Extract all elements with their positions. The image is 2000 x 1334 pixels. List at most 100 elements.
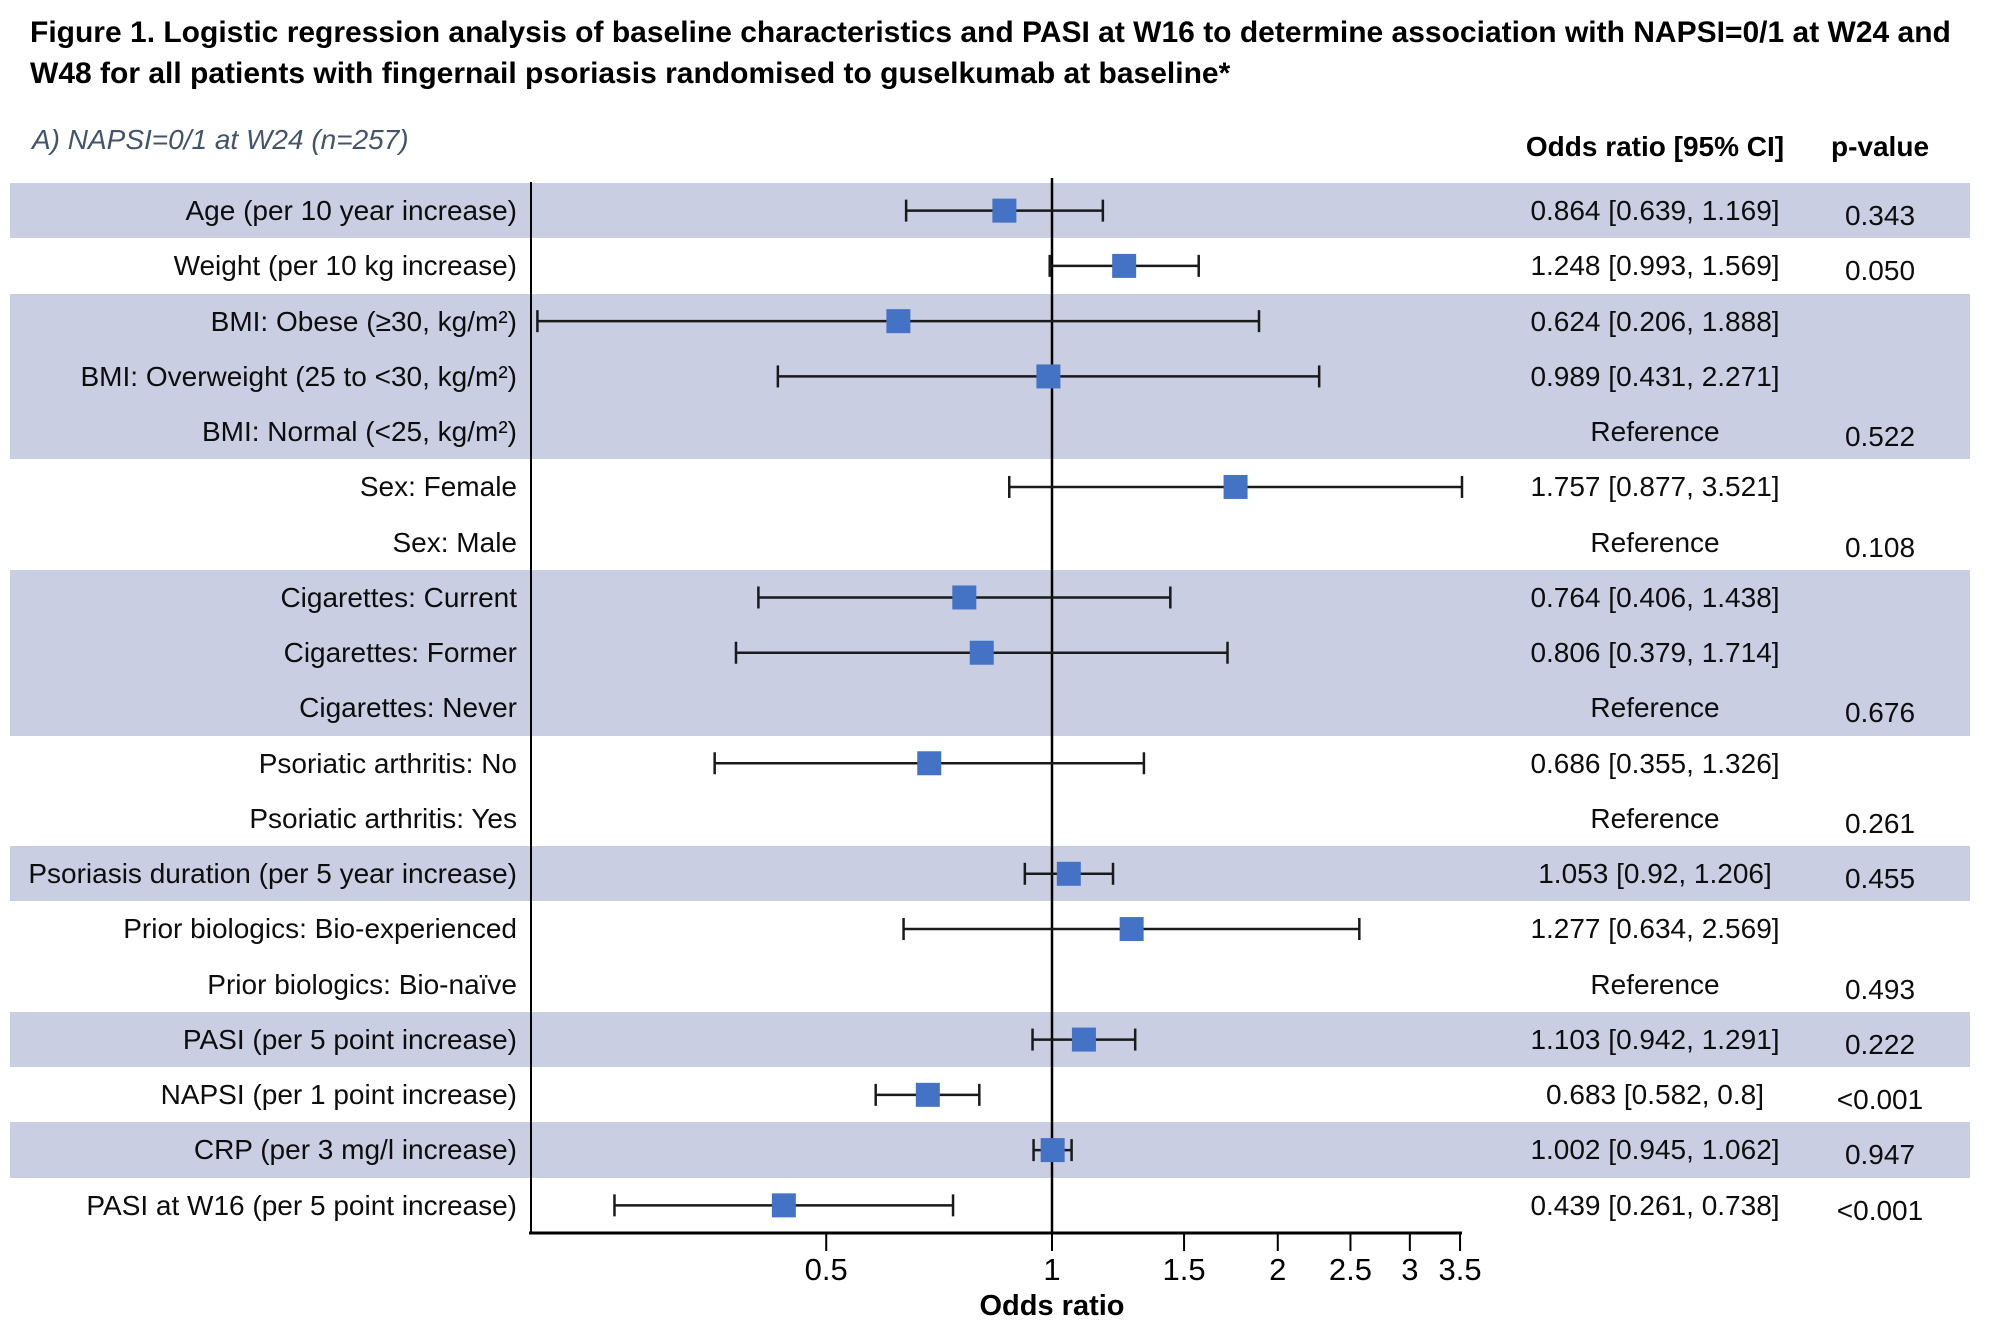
- table-row: Psoriatic arthritis: Yes Reference 0.261: [0, 791, 2000, 846]
- or-column-header: Odds ratio [95% CI]: [1525, 131, 1785, 162]
- table-row: Cigarettes: Never Reference 0.676: [0, 680, 2000, 736]
- odds-ratio-value: 1.757 [0.877, 3.521]: [1530, 471, 1780, 503]
- row-label: Psoriatic arthritis: No: [258, 747, 517, 779]
- row-label: PASI at W16 (per 5 point increase): [86, 1189, 517, 1221]
- x-tick-label: 2: [1269, 1252, 1287, 1287]
- row-label: Sex: Female: [359, 471, 517, 503]
- table-row: Psoriatic arthritis: No 0.686 [0.355, 1.3…: [0, 736, 2000, 791]
- odds-ratio-value: 1.277 [0.634, 2.569]: [1530, 913, 1780, 945]
- row-label: Cigarettes: Former: [283, 637, 517, 669]
- odds-ratio-value: 0.989 [0.431, 2.271]: [1530, 360, 1780, 392]
- row-label: PASI (per 5 point increase): [182, 1023, 517, 1055]
- odds-ratio-value: 0.806 [0.379, 1.714]: [1530, 637, 1780, 669]
- table-row: Prior biologics: Bio-experienced 1.277 [0…: [0, 901, 2000, 956]
- row-shading-band: [10, 846, 1970, 902]
- odds-ratio-value: Reference: [1590, 416, 1720, 448]
- x-tick-label: 3.5: [1438, 1252, 1482, 1287]
- figure-title-line-2: W48 for all patients with fingernail pso…: [30, 57, 1231, 90]
- odds-ratio-value: 0.764 [0.406, 1.438]: [1530, 581, 1780, 613]
- row-shading-band: [10, 680, 1970, 736]
- odds-ratio-value: 1.053 [0.92, 1.206]: [1538, 858, 1772, 890]
- or-marker: [771, 1193, 796, 1218]
- row-shading-band: [10, 1011, 1970, 1068]
- row-label: Psoriatic arthritis: Yes: [249, 802, 517, 834]
- or-marker: [917, 751, 942, 776]
- row-label: Cigarettes: Current: [280, 581, 517, 613]
- p-value: 0.522: [1844, 421, 1916, 453]
- or-marker: [1223, 474, 1248, 499]
- table-row: Sex: Male Reference 0.108: [0, 515, 2000, 570]
- table-row: Prior biologics: Bio-naïve Reference 0.493: [0, 957, 2000, 1012]
- or-marker: [1056, 861, 1081, 886]
- odds-ratio-value: 1.103 [0.942, 1.291]: [1530, 1023, 1780, 1055]
- or-marker: [952, 585, 977, 610]
- or-marker: [1119, 917, 1144, 942]
- x-tick-label: 2.5: [1328, 1252, 1372, 1287]
- odds-ratio-value: 0.683 [0.582, 0.8]: [1546, 1079, 1764, 1111]
- row-label: BMI: Overweight (25 to <30, kg/m²): [80, 360, 518, 392]
- odds-ratio-value: Reference: [1590, 692, 1720, 724]
- p-value: 0.108: [1844, 531, 1916, 563]
- or-marker: [915, 1082, 940, 1107]
- or-marker: [1071, 1027, 1096, 1052]
- panel-a-subtitle: A) NAPSI=0/1 at W24 (n=257): [32, 124, 409, 155]
- odds-ratio-value: 0.624 [0.206, 1.888]: [1530, 305, 1780, 337]
- or-marker: [992, 198, 1017, 223]
- row-label: CRP (per 3 mg/l increase): [193, 1134, 517, 1166]
- or-marker: [1040, 1138, 1065, 1163]
- p-value: 0.676: [1844, 697, 1916, 729]
- odds-ratio-value: 0.439 [0.261, 0.738]: [1530, 1189, 1780, 1221]
- table-row: PASI at W16 (per 5 point increase) 0.439 …: [0, 1178, 2000, 1233]
- row-label: Age (per 10 year increase): [185, 195, 517, 226]
- x-tick-label: 3: [1401, 1252, 1419, 1287]
- odds-ratio-value: Reference: [1590, 802, 1720, 834]
- table-row: Weight (per 10 kg increase) 1.248 [0.993,…: [0, 238, 2000, 293]
- row-label: Cigarettes: Never: [299, 692, 517, 724]
- or-marker: [886, 309, 911, 334]
- p-value: <0.001: [1836, 1194, 1924, 1226]
- figure-title-line-1: Figure 1. Logistic regression analysis o…: [30, 16, 1951, 49]
- table-row: PASI (per 5 point increase) 1.103 [0.942,…: [0, 1011, 2000, 1068]
- odds-ratio-value: 1.002 [0.945, 1.062]: [1530, 1134, 1780, 1166]
- table-row: NAPSI (per 1 point increase) 0.683 [0.582…: [0, 1067, 2000, 1122]
- p-value: 0.343: [1844, 200, 1916, 231]
- odds-ratio-value: Reference: [1590, 968, 1720, 1000]
- odds-ratio-value: Reference: [1590, 526, 1720, 558]
- x-tick-label: 1: [1043, 1252, 1061, 1287]
- row-shading-band: [10, 404, 1970, 460]
- p-value: 0.455: [1844, 863, 1916, 895]
- table-row: Sex: Female 1.757 [0.877, 3.521]: [0, 459, 2000, 514]
- pvalue-column-header: p-value: [1830, 131, 1930, 162]
- odds-ratio-value: 0.864 [0.639, 1.169]: [1530, 195, 1780, 226]
- or-marker: [1112, 253, 1137, 278]
- row-shading-band: [10, 1122, 1970, 1178]
- table-row: BMI: Normal (<25, kg/m²) Reference 0.522: [0, 404, 2000, 460]
- row-label: Psoriasis duration (per 5 year increase): [28, 858, 517, 890]
- p-value: <0.001: [1836, 1084, 1924, 1116]
- row-label: BMI: Normal (<25, kg/m²): [201, 416, 517, 448]
- row-label: NAPSI (per 1 point increase): [160, 1079, 517, 1111]
- row-label: Weight (per 10 kg increase): [173, 250, 517, 282]
- row-label: Sex: Male: [392, 526, 518, 558]
- odds-ratio-value: 0.686 [0.355, 1.326]: [1530, 747, 1780, 779]
- p-value: 0.050: [1844, 255, 1916, 287]
- x-tick-label: 0.5: [804, 1252, 848, 1287]
- figure-title: Figure 1. Logistic regression analysis o…: [30, 12, 1965, 94]
- table-row: Psoriasis duration (per 5 year increase)…: [0, 846, 2000, 902]
- p-value: 0.493: [1844, 973, 1916, 1005]
- table-row: CRP (per 3 mg/l increase) 1.002 [0.945, 1…: [0, 1122, 2000, 1178]
- odds-ratio-value: 1.248 [0.993, 1.569]: [1530, 250, 1780, 282]
- row-label: Prior biologics: Bio-experienced: [123, 913, 517, 945]
- or-marker: [969, 640, 994, 665]
- row-label: BMI: Obese (≥30, kg/m²): [210, 305, 517, 337]
- p-value: 0.261: [1844, 807, 1916, 839]
- or-marker: [1036, 364, 1061, 389]
- x-axis-title: Odds ratio: [979, 1290, 1125, 1322]
- row-label: Prior biologics: Bio-naïve: [207, 968, 517, 1000]
- p-value: 0.947: [1844, 1139, 1916, 1171]
- x-tick-label: 1.5: [1162, 1252, 1206, 1287]
- p-value: 0.222: [1844, 1028, 1916, 1060]
